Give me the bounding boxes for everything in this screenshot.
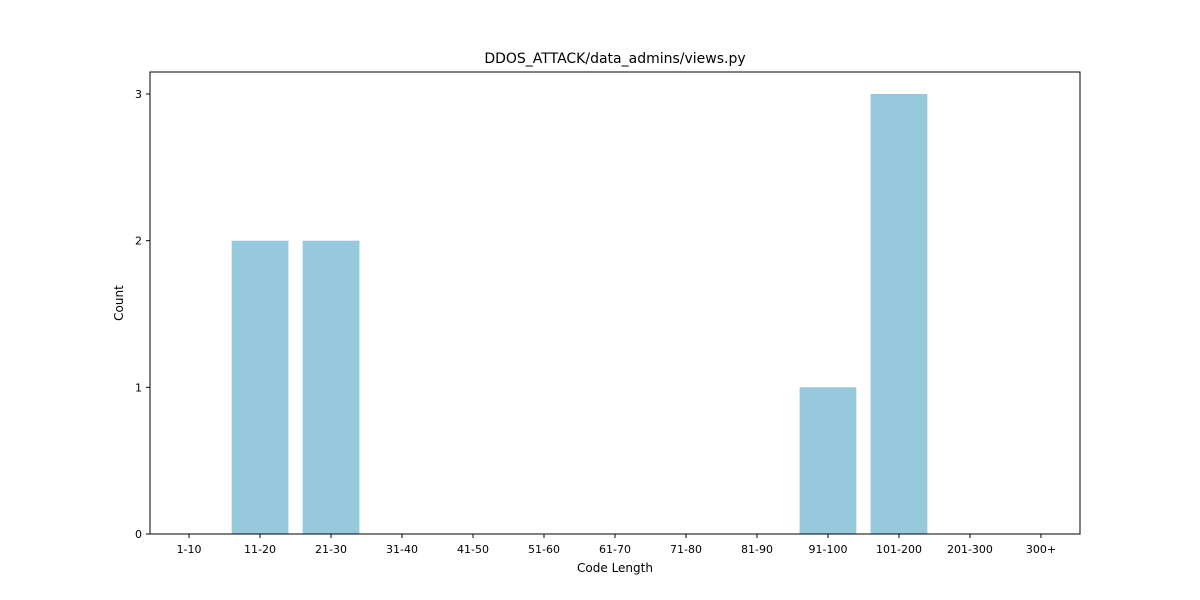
bar-91-100 [799,387,857,534]
chart-title: DDOS_ATTACK/data_admins/views.py [484,51,745,67]
x-tick-label: 21-30 [315,543,347,556]
x-tick-label: 300+ [1026,543,1056,556]
x-tick-label: 61-70 [599,543,631,556]
bar-101-200 [870,94,928,534]
x-tick-label: 51-60 [528,543,560,556]
x-tick-label: 31-40 [386,543,418,556]
x-tick-label: 101-200 [876,543,922,556]
x-tick-label: 71-80 [670,543,702,556]
bars-group [231,94,928,535]
y-tick-label: 1 [135,381,142,394]
y-tick-label: 2 [135,235,142,248]
y-axis: 0 1 2 3 [135,88,150,541]
x-tick-label: 201-300 [947,543,993,556]
bar-11-20 [231,240,289,535]
bar-21-30 [302,240,360,535]
x-tick-label: 91-100 [808,543,847,556]
x-tick-label: 41-50 [457,543,489,556]
y-tick-label: 3 [135,88,142,101]
y-tick-label: 0 [135,528,142,541]
x-axis-label: Code Length [577,561,653,575]
plot-frame [149,71,1081,535]
y-axis-label: Count [112,285,126,321]
x-tick-label: 81-90 [741,543,773,556]
x-tick-label: 1-10 [177,543,202,556]
x-tick-label: 11-20 [244,543,276,556]
x-axis: 1-10 11-20 21-30 31-40 41-50 51-60 61-70 71-80 8… [177,534,1056,556]
